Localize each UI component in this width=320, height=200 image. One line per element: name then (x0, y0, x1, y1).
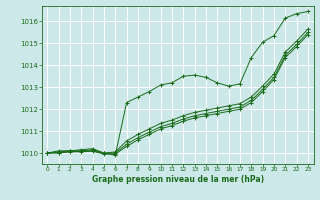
X-axis label: Graphe pression niveau de la mer (hPa): Graphe pression niveau de la mer (hPa) (92, 175, 264, 184)
